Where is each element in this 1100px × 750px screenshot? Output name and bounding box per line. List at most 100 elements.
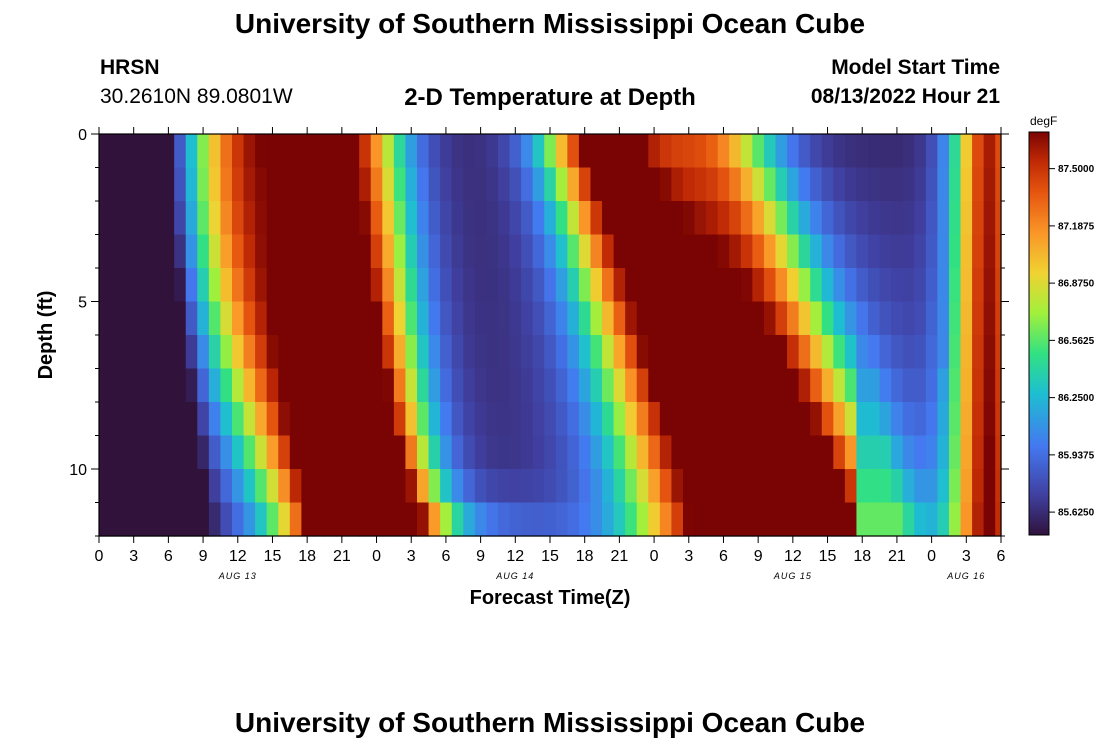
heatmap-cell <box>197 435 210 470</box>
heatmap-cell <box>382 134 395 169</box>
heatmap-cell <box>428 167 441 202</box>
heatmap-cell <box>544 201 557 236</box>
heatmap-cell <box>255 368 268 403</box>
heatmap-cell <box>914 402 927 437</box>
heatmap-cell <box>474 301 487 336</box>
heatmap-cell <box>960 469 973 504</box>
heatmap-cell <box>625 301 638 336</box>
heatmap-cell <box>775 368 788 403</box>
heatmap-cell <box>243 435 256 470</box>
heatmap-cell <box>116 368 129 403</box>
heatmap-cell <box>833 201 846 236</box>
heatmap-cell <box>983 201 996 236</box>
heatmap-cell <box>428 234 441 269</box>
heatmap-cell <box>359 469 372 504</box>
heatmap-cell <box>139 234 152 269</box>
heatmap-cell <box>636 301 649 336</box>
heatmap-cell <box>162 502 175 537</box>
x-tick-label: 3 <box>129 548 138 565</box>
heatmap-cell <box>763 368 777 403</box>
heatmap-cell <box>127 368 141 403</box>
heatmap-cell <box>370 201 383 236</box>
heatmap-cell <box>243 469 256 504</box>
heatmap-cell <box>289 301 302 336</box>
heatmap-cell <box>324 301 337 336</box>
heatmap-cell <box>856 134 869 169</box>
heatmap-cell <box>428 435 441 470</box>
heatmap-cell <box>336 201 349 236</box>
heatmap-cell <box>370 234 383 269</box>
heatmap-cell <box>497 402 511 437</box>
heatmap-cell <box>312 301 326 336</box>
heatmap-cell <box>174 134 187 169</box>
heatmap-cell <box>937 368 950 403</box>
heatmap-cell <box>787 167 800 202</box>
heatmap-cell <box>983 234 996 269</box>
heatmap-cell <box>266 402 279 437</box>
heatmap-cell <box>648 368 661 403</box>
heatmap-cell <box>798 502 811 537</box>
heatmap-cell <box>694 167 707 202</box>
heatmap-cell <box>278 167 291 202</box>
heatmap-cell <box>440 134 453 169</box>
heatmap-cell <box>763 201 777 236</box>
heatmap-cell <box>359 335 372 370</box>
heatmap-cell <box>613 368 626 403</box>
heatmap-cell <box>810 234 823 269</box>
heatmap-cell <box>463 301 476 336</box>
heatmap-cell <box>787 301 800 336</box>
heatmap-cell <box>243 234 256 269</box>
heatmap-cell <box>474 268 487 303</box>
heatmap-cell <box>231 435 245 470</box>
heatmap-cell <box>174 402 187 437</box>
heatmap-cell <box>104 201 117 236</box>
heatmap-cell <box>127 502 141 537</box>
heatmap-cell <box>856 234 869 269</box>
heatmap-cell <box>868 368 881 403</box>
colorbar-fill <box>1028 131 1050 536</box>
heatmap-cell <box>810 368 823 403</box>
heatmap-cell <box>116 201 129 236</box>
heatmap-cell <box>197 402 210 437</box>
heatmap-cell <box>706 469 719 504</box>
heatmap-cell <box>231 469 245 504</box>
heatmap-cell <box>289 268 302 303</box>
heatmap-cell <box>694 435 707 470</box>
heatmap-cell <box>99 435 106 470</box>
heatmap-cell <box>983 402 996 437</box>
heatmap-cell <box>474 335 487 370</box>
heatmap-cell <box>185 435 198 470</box>
heatmap-cell <box>659 502 673 537</box>
heatmap-cell <box>787 335 800 370</box>
heatmap-cell <box>532 268 545 303</box>
heatmap-cell <box>578 301 592 336</box>
heatmap-cell <box>301 469 314 504</box>
heatmap-cell <box>289 335 302 370</box>
heatmap-cell <box>463 435 476 470</box>
heatmap-cell <box>521 402 534 437</box>
heatmap-cell <box>151 301 164 336</box>
heatmap-cell <box>682 134 696 169</box>
heatmap-cell <box>208 435 222 470</box>
heatmap-cell <box>497 335 511 370</box>
heatmap-cell <box>960 402 973 437</box>
heatmap-cell <box>948 469 962 504</box>
heatmap-cell <box>740 435 753 470</box>
heatmap-cell <box>902 167 915 202</box>
heatmap-cell <box>220 301 233 336</box>
heatmap-cell <box>127 201 141 236</box>
chart-title: University of Southern Mississippi Ocean… <box>234 8 866 39</box>
heatmap-cell <box>567 368 580 403</box>
heatmap-cell <box>729 368 742 403</box>
heatmap-cell <box>879 234 892 269</box>
x-tick-label: 18 <box>298 548 316 565</box>
heatmap-cell <box>255 201 268 236</box>
heatmap-cell <box>659 469 673 504</box>
heatmap-cell <box>925 402 938 437</box>
heatmap-cell <box>706 402 719 437</box>
heatmap-cell <box>763 435 777 470</box>
heatmap-cell <box>648 301 661 336</box>
heatmap-cell <box>706 268 719 303</box>
heatmap-cell <box>717 167 730 202</box>
heatmap-cell <box>844 134 858 169</box>
